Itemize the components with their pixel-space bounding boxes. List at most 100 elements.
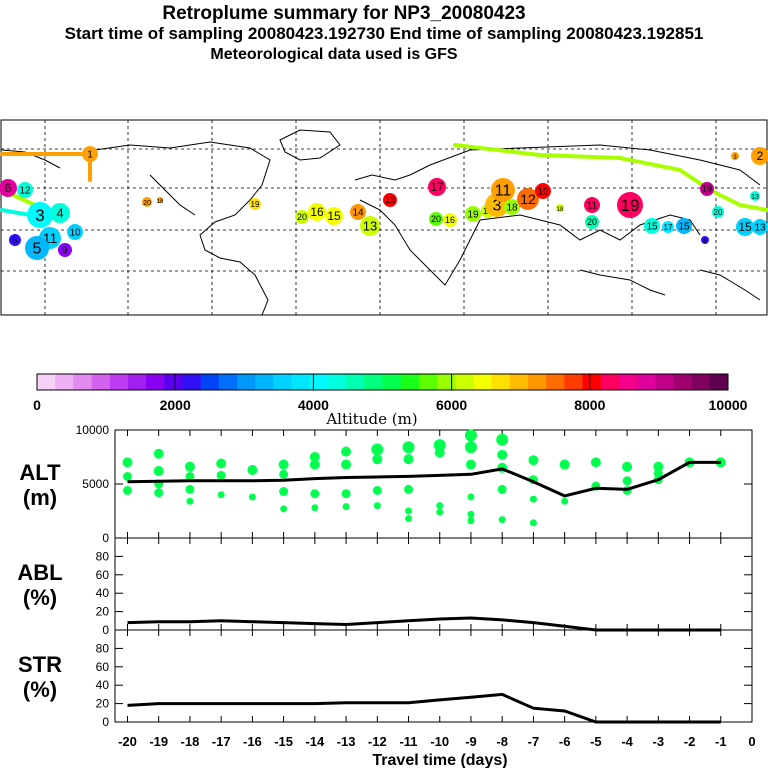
altitude-point — [529, 519, 537, 527]
y-axis-unit: (%) — [23, 585, 57, 610]
altitude-point — [467, 510, 475, 518]
x-tick-label: -9 — [465, 734, 477, 749]
altitude-point — [372, 485, 382, 495]
altitude-point — [184, 461, 195, 472]
altitude-point — [371, 443, 384, 456]
colorbar-cell — [364, 374, 383, 390]
colorbar-cell — [182, 374, 202, 390]
plume-marker — [731, 152, 739, 160]
panel-alt: 0 5000 10000 ALT(m) — [19, 423, 753, 545]
altitude-point — [309, 452, 320, 462]
plume-marker — [360, 216, 380, 236]
colorbar-cell — [309, 374, 329, 390]
plume-marker-label: 20 — [143, 200, 151, 207]
plume-marker-label: 20 — [431, 214, 441, 224]
x-tick-label: -18 — [181, 734, 200, 749]
altitude-point — [434, 447, 445, 458]
y-axis-label: ALT — [19, 460, 61, 485]
panel-str: 0 20 40 60 80 STR(%) — [18, 629, 753, 729]
altitude-point — [122, 471, 132, 481]
x-tick-label: -1 — [715, 734, 727, 749]
plume-marker — [736, 218, 754, 236]
altitude-point — [402, 441, 415, 454]
x-tick-label: -4 — [621, 734, 633, 749]
plume-marker-label: 9 — [62, 245, 67, 255]
plume-marker — [25, 236, 49, 260]
plume-marker — [0, 179, 17, 197]
plume-marker — [751, 147, 768, 165]
y-axis-label: ABL — [17, 560, 62, 585]
plume-marker — [752, 219, 768, 235]
altitude-point — [341, 489, 351, 499]
altitude-point — [465, 459, 476, 470]
altitude-point — [341, 459, 352, 470]
colorbar-cell — [291, 374, 311, 390]
colorbar-tick-label: 10000 — [709, 397, 748, 413]
colorbar-cell — [546, 374, 565, 390]
altitude-point — [309, 459, 320, 470]
panel-abl: 0 20 40 60 80 ABL(%) — [17, 537, 753, 637]
plume-marker — [644, 218, 660, 234]
plume-marker — [700, 182, 714, 196]
plume-marker — [295, 210, 309, 224]
y-tick-label: 60 — [96, 568, 110, 582]
colorbar-cell — [527, 374, 547, 390]
altitude-point — [529, 495, 537, 503]
plume-marker — [350, 204, 366, 220]
y-axis-unit: (%) — [23, 677, 57, 702]
altitude-point — [154, 488, 164, 498]
plume-marker-label: 11 — [587, 201, 598, 212]
y-tick-label: 0 — [102, 715, 109, 729]
plume-marker — [535, 183, 551, 199]
plume-marker — [67, 224, 83, 240]
plume-marker — [491, 178, 515, 202]
x-tick-label: -17 — [212, 734, 231, 749]
y-tick-label: 0 — [102, 623, 109, 637]
colorbar-tick-label: 4000 — [298, 397, 329, 413]
altitude-point — [464, 441, 477, 454]
plume-marker — [712, 206, 724, 218]
y-tick-label: 80 — [96, 549, 110, 563]
plume-marker-label: 15 — [646, 222, 658, 233]
colorbar-cell — [37, 374, 56, 390]
x-tick-label: -19 — [149, 734, 168, 749]
altitude-point — [498, 516, 506, 524]
plume-marker-label: 5 — [13, 236, 18, 245]
altitude-point — [373, 502, 381, 510]
plume-marker-label: 12 — [19, 186, 31, 197]
plume-marker-label: 19 — [702, 184, 712, 194]
x-tick-label: -12 — [368, 734, 387, 749]
plume-marker — [517, 188, 539, 210]
colorbar-tick-label: 2000 — [160, 397, 191, 413]
altitude-point — [185, 471, 195, 481]
colorbar-cell — [346, 374, 365, 390]
altitude-point — [590, 457, 601, 468]
x-tick-label: -14 — [305, 734, 325, 749]
colorbar-cell — [709, 374, 729, 390]
colorbar-label: Altitude (m) — [325, 410, 417, 428]
plume-marker-label: 3 — [493, 197, 502, 214]
plume-marker-label: 19 — [467, 210, 479, 221]
altitude-point — [528, 455, 539, 466]
altitude-point — [341, 446, 352, 457]
panel-frame — [114, 629, 753, 723]
plume-marker — [27, 202, 53, 228]
plume-marker — [443, 213, 457, 227]
chart-title: Retroplume summary for NP3_20080423 — [162, 3, 526, 24]
x-tick-label: -16 — [243, 734, 262, 749]
plume-marker-label: 16 — [445, 215, 455, 225]
altitude-point — [497, 484, 507, 494]
colorbar-cell — [455, 374, 474, 390]
altitude-point — [622, 461, 633, 472]
plume-marker-label: 15 — [327, 209, 341, 223]
colorbar-cell — [637, 374, 656, 390]
colorbar-cell — [109, 374, 129, 390]
plume-marker-label: 12 — [520, 191, 536, 207]
plume-marker — [50, 203, 70, 223]
colorbar-cell — [655, 374, 674, 390]
colorbar-cell — [237, 374, 256, 390]
plume-marker-label: 14 — [352, 208, 364, 219]
plume-marker-label: 13 — [385, 195, 395, 205]
colorbar-cell — [55, 374, 74, 390]
series-line — [127, 460, 721, 498]
